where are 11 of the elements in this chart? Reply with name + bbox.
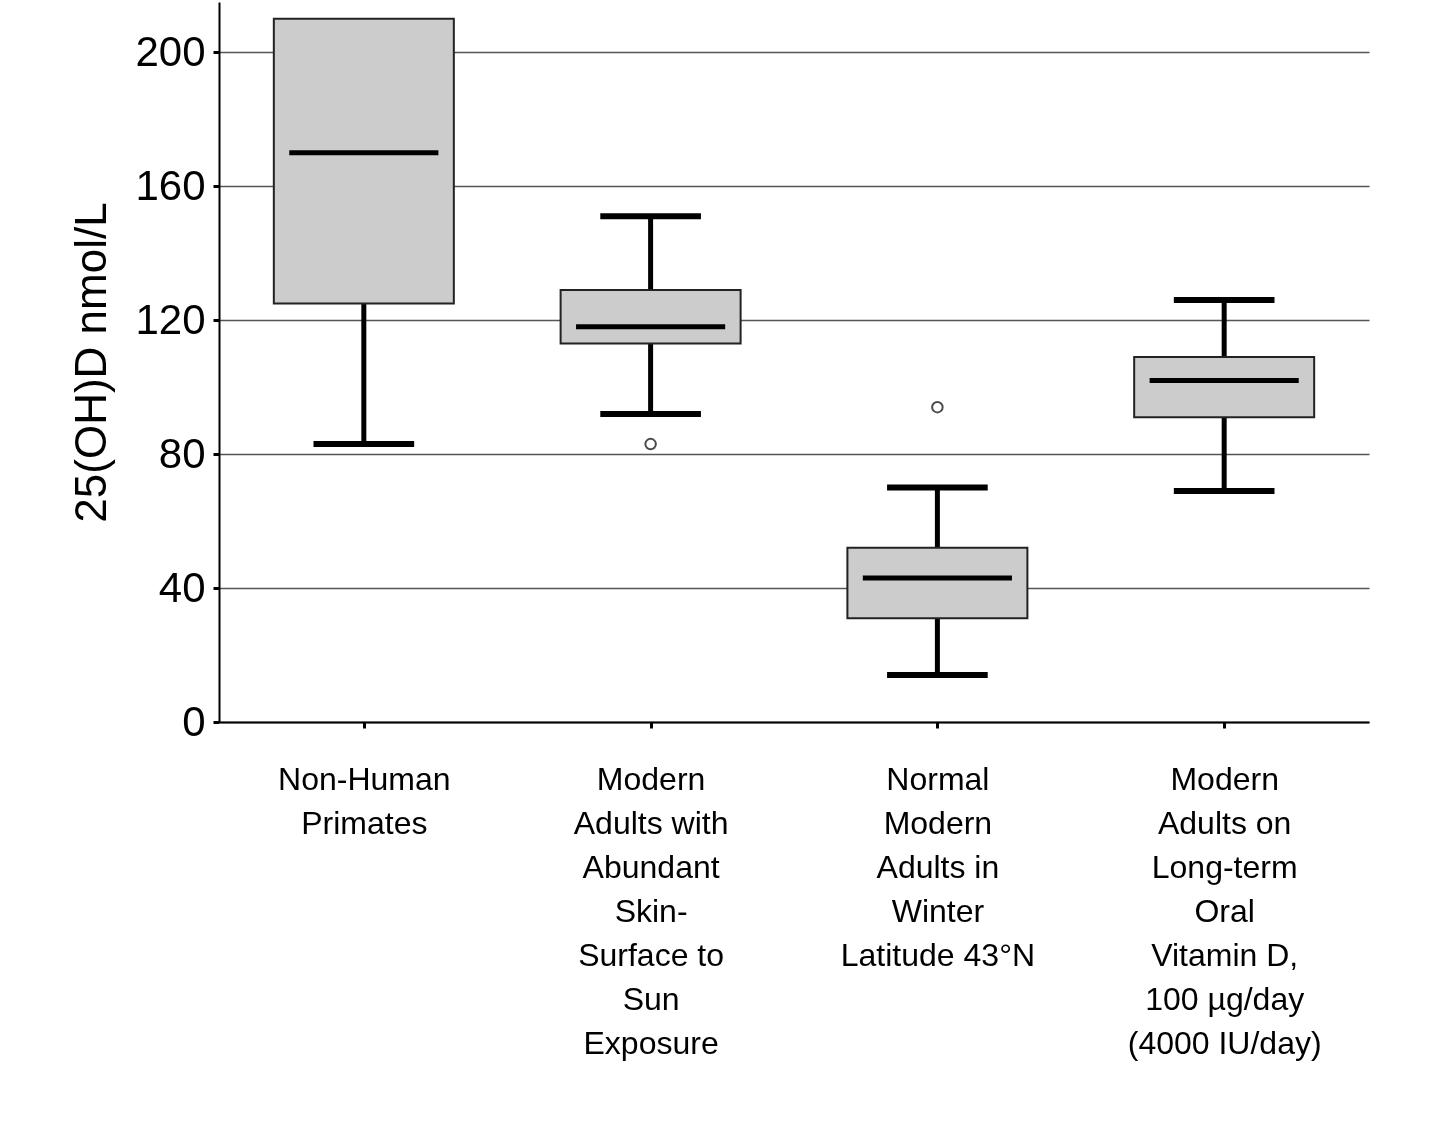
x-tick-label: Normal Modern Adults in Winter Latitude 43°N — [840, 760, 1036, 973]
y-tick-label: 200 — [135, 27, 206, 75]
y-tick-label: 120 — [135, 295, 206, 343]
y-axis-title: 25(OH)D nmol/L — [66, 202, 116, 523]
x-tick-label: Modern Adults with Abundant Skin- Surface to Sun Exposure — [573, 760, 729, 1061]
x-tick-label: Non-Human Primates — [278, 760, 451, 841]
x-tick-label: Modern Adults on Long-term Oral Vitamin D, 100 µg/day (4000 IU/day) — [1127, 760, 1322, 1061]
y-tick-label: 160 — [135, 161, 206, 209]
y-tick-label: 0 — [182, 697, 206, 745]
y-tick-label: 40 — [158, 563, 206, 611]
y-tick-label: 80 — [158, 429, 206, 477]
